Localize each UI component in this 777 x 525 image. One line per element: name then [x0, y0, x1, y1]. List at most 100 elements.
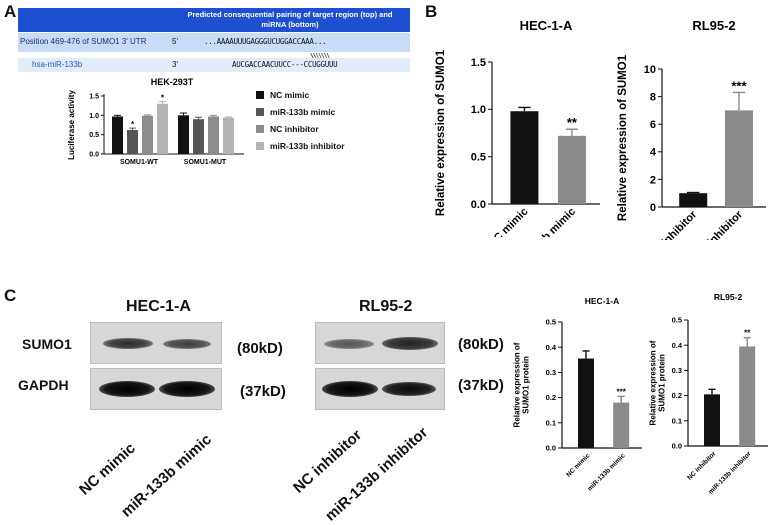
y-axis-label: Luciferase activity — [67, 90, 76, 160]
panel-label-b: B — [425, 2, 438, 21]
tick-label: 0.5 — [89, 132, 99, 139]
blot-rl952-sumo1 — [315, 322, 445, 364]
legend-swatch — [256, 107, 264, 116]
legend-label: miR-133b inhibitor — [270, 140, 345, 151]
pairing-lines: \\\\\\\ — [310, 52, 331, 60]
tick-label: 0.5 — [471, 152, 486, 164]
band — [159, 381, 215, 397]
band — [382, 337, 438, 350]
y-axis-label-line: Relative expression of — [513, 342, 522, 427]
significance-label: *** — [731, 78, 747, 93]
category-label: NC mimic — [486, 206, 530, 237]
target-end-label: 5' — [172, 37, 178, 46]
category-label: SOMU1-MUT — [184, 159, 227, 166]
blot-hec1a-gapdh — [90, 368, 222, 410]
bar — [208, 116, 219, 154]
mw-label-gapdh-right: (37kD) — [458, 377, 504, 394]
bar — [724, 110, 753, 207]
tick-label: 0.3 — [546, 368, 556, 377]
bar — [142, 115, 153, 154]
sumo1-protein-hec1a-chart: HEC-1-A Relative expression ofSUMO1 prote… — [513, 296, 642, 493]
tick-label: 0.4 — [672, 341, 683, 350]
y-axis-label-line: SUMO1 protein — [657, 354, 666, 412]
y-axis-label-line: Relative expression of SUMO1 — [435, 49, 447, 216]
tick-label: 1.5 — [471, 57, 486, 69]
bar — [157, 103, 168, 154]
tick-label: 0.0 — [672, 442, 682, 451]
bar — [613, 402, 630, 448]
chart-title: HEC-1-A — [585, 296, 619, 306]
y-axis-label: Relative expression of SUMO1 — [435, 49, 447, 216]
y-axis-label-line: Relative expression of — [649, 340, 658, 425]
mirna-sequence: AUCGACCAACUUCC---CCUGGUUU — [232, 60, 338, 69]
significance-label: * — [161, 93, 165, 102]
legend-label: miR-133b mimic — [270, 106, 336, 117]
blot-row-label-sumo1: SUMO1 — [22, 336, 72, 352]
blot-rl952-gapdh — [315, 368, 445, 410]
panel-label-a: A — [4, 2, 17, 21]
band — [324, 339, 374, 349]
legend-item: NC inhibitor — [256, 120, 406, 137]
lane-label: NC mimic — [76, 439, 139, 499]
sequence-row-mirna: hsa-miR-133b 3' AUCGACCAACUUCC---CCUGGUU… — [18, 58, 410, 72]
mw-label-sumo1-left: (80kD) — [237, 340, 283, 357]
legend-swatch — [256, 90, 264, 99]
panel-label-c: C — [4, 286, 17, 305]
tick-label: 0 — [650, 202, 656, 214]
tick-label: 0.5 — [672, 316, 682, 325]
blot-title-rl952: RL95-2 — [359, 298, 413, 315]
luciferase-chart: HEK-293T Luciferase activity 0.0 0.5 1.0 1.5 *… — [67, 77, 244, 166]
y-axis-label: Relative expression ofSUMO1 protein — [513, 342, 531, 427]
sequence-table-header: Predicted consequential pairing of targe… — [18, 8, 410, 32]
bar — [704, 394, 720, 446]
band — [382, 382, 436, 396]
legend-swatch — [256, 124, 264, 133]
bar — [223, 117, 234, 154]
sequence-row-target: Position 469-476 of SUMO1 3' UTR 5' ...A… — [18, 33, 410, 52]
band — [163, 339, 211, 349]
tick-label: 1.0 — [89, 113, 99, 120]
tick-label: 0.0 — [89, 152, 99, 159]
chart-title: RL95-2 — [692, 18, 735, 33]
tick-label: 0.1 — [672, 416, 682, 425]
blot-row-label-gapdh: GAPDH — [18, 377, 69, 393]
luciferase-legend: NC mimic miR-133b mimic NC inhibitor miR… — [256, 86, 406, 154]
band — [322, 381, 378, 397]
blot-hec1a-sumo1 — [90, 322, 222, 364]
sumo1-mrna-rl952-chart: RL95-2 Relative expression of SUMO1 0 2 4 6 8 1… — [617, 18, 766, 240]
bar — [112, 116, 123, 154]
legend-item: miR-133b mimic — [256, 103, 406, 120]
target-label: Position 469-476 of SUMO1 3' UTR — [20, 37, 147, 46]
sequence-table-header-text: Predicted consequential pairing of targe… — [187, 10, 393, 29]
significance-label: ** — [744, 329, 751, 338]
category-label: NC mimic — [565, 452, 591, 478]
bar — [178, 115, 189, 154]
y-axis-label-line: SUMO1 protein — [521, 356, 530, 414]
bar — [510, 111, 539, 204]
significance-label: * — [131, 120, 135, 129]
bar — [739, 346, 756, 446]
tick-label: 0.5 — [546, 318, 556, 327]
band — [99, 381, 155, 397]
band — [103, 338, 153, 349]
sumo1-protein-rl952-chart: RL95-2 Relative expression ofSUMO1 protei… — [649, 292, 768, 496]
mirna-label: hsa-miR-133b — [32, 60, 83, 69]
tick-label: 0.0 — [546, 444, 556, 453]
legend-label: NC inhibitor — [270, 123, 319, 134]
tick-label: 1.5 — [89, 94, 99, 101]
legend-item: miR-133b inhibitor — [256, 137, 406, 154]
bar — [679, 193, 708, 207]
sequence-table: Predicted consequential pairing of targe… — [18, 8, 410, 72]
bar — [557, 135, 586, 204]
category-label: SOMU1-WT — [120, 159, 159, 166]
bar — [578, 358, 594, 448]
legend-swatch — [256, 141, 264, 150]
target-sequence: ...AAAAUUUGAGGGUCUGGACCAAA... — [204, 37, 327, 46]
legend-label: NC mimic — [270, 89, 310, 100]
bar — [127, 130, 138, 154]
chart-title: HEK-293T — [151, 77, 194, 87]
y-axis-label: Relative expression of SUMO1 — [617, 54, 629, 221]
tick-label: 0.2 — [672, 391, 682, 400]
mirna-end-label: 3' — [172, 60, 178, 69]
tick-label: 4 — [650, 147, 657, 159]
